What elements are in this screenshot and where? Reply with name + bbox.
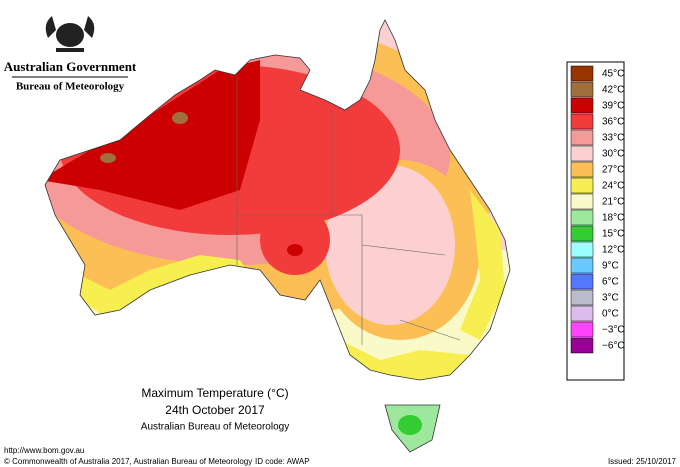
- legend-label: 6°C: [602, 277, 619, 288]
- agency-name: Bureau of Meteorology: [16, 81, 125, 93]
- tasmania-highlands: [398, 415, 422, 435]
- legend-label: 15°C: [602, 229, 624, 240]
- footer-copyright: © Commonwealth of Australia 2017, Austra…: [4, 457, 252, 466]
- legend-swatch: [570, 129, 594, 146]
- legend-label: 18°C: [602, 213, 624, 224]
- legend-label: −6°C: [602, 341, 625, 352]
- legend-swatch: [570, 305, 594, 322]
- footer-issued: Issued: 25/10/2017: [608, 457, 677, 466]
- footer-id: ID code: AWAP: [255, 457, 310, 466]
- legend-swatch: [570, 337, 594, 354]
- legend-label: 24°C: [602, 181, 624, 192]
- government-name: Australian Government: [4, 59, 137, 74]
- map-date: 24th October 2017: [165, 403, 265, 417]
- legend-swatch: [570, 145, 594, 162]
- coastline: [44, 19, 511, 381]
- legend-swatch: [570, 289, 594, 306]
- legend-label: 9°C: [602, 261, 619, 272]
- legend-label: 0°C: [602, 309, 619, 320]
- legend: 45°C 42°C 39°C 36°C 33°C 30°C 27°C 24°C 21°C 18°C…: [570, 65, 625, 354]
- legend-label: 21°C: [602, 197, 624, 208]
- coat-of-arms: [45, 16, 95, 52]
- state-borders: [236, 75, 461, 345]
- legend-swatch: [570, 113, 594, 130]
- legend-swatch: [570, 257, 594, 274]
- legend-label: −3°C: [602, 325, 625, 336]
- legend-swatch: [570, 81, 594, 98]
- legend-swatch: [570, 177, 594, 194]
- legend-label: 33°C: [602, 133, 624, 144]
- legend-swatch: [570, 273, 594, 290]
- legend-swatch: [570, 225, 594, 242]
- legend-label: 30°C: [602, 149, 624, 160]
- legend-swatch: [570, 65, 594, 82]
- legend-label: 36°C: [602, 117, 624, 128]
- legend-swatch: [570, 241, 594, 258]
- legend-swatch: [570, 209, 594, 226]
- legend-swatch: [570, 161, 594, 178]
- legend-swatch: [570, 97, 594, 114]
- legend-label: 12°C: [602, 245, 624, 256]
- legend-label: 27°C: [602, 165, 624, 176]
- legend-label: 42°C: [602, 85, 624, 96]
- map-source: Australian Bureau of Meteorology: [141, 422, 289, 433]
- legend-label: 39°C: [602, 101, 624, 112]
- legend-label: 45°C: [602, 69, 624, 80]
- legend-swatch: [570, 193, 594, 210]
- legend-label: 3°C: [602, 293, 619, 304]
- footer-url: http://www.bom.gov.au: [4, 446, 84, 455]
- legend-swatch: [570, 321, 594, 338]
- map-title: Maximum Temperature (°C): [141, 386, 288, 400]
